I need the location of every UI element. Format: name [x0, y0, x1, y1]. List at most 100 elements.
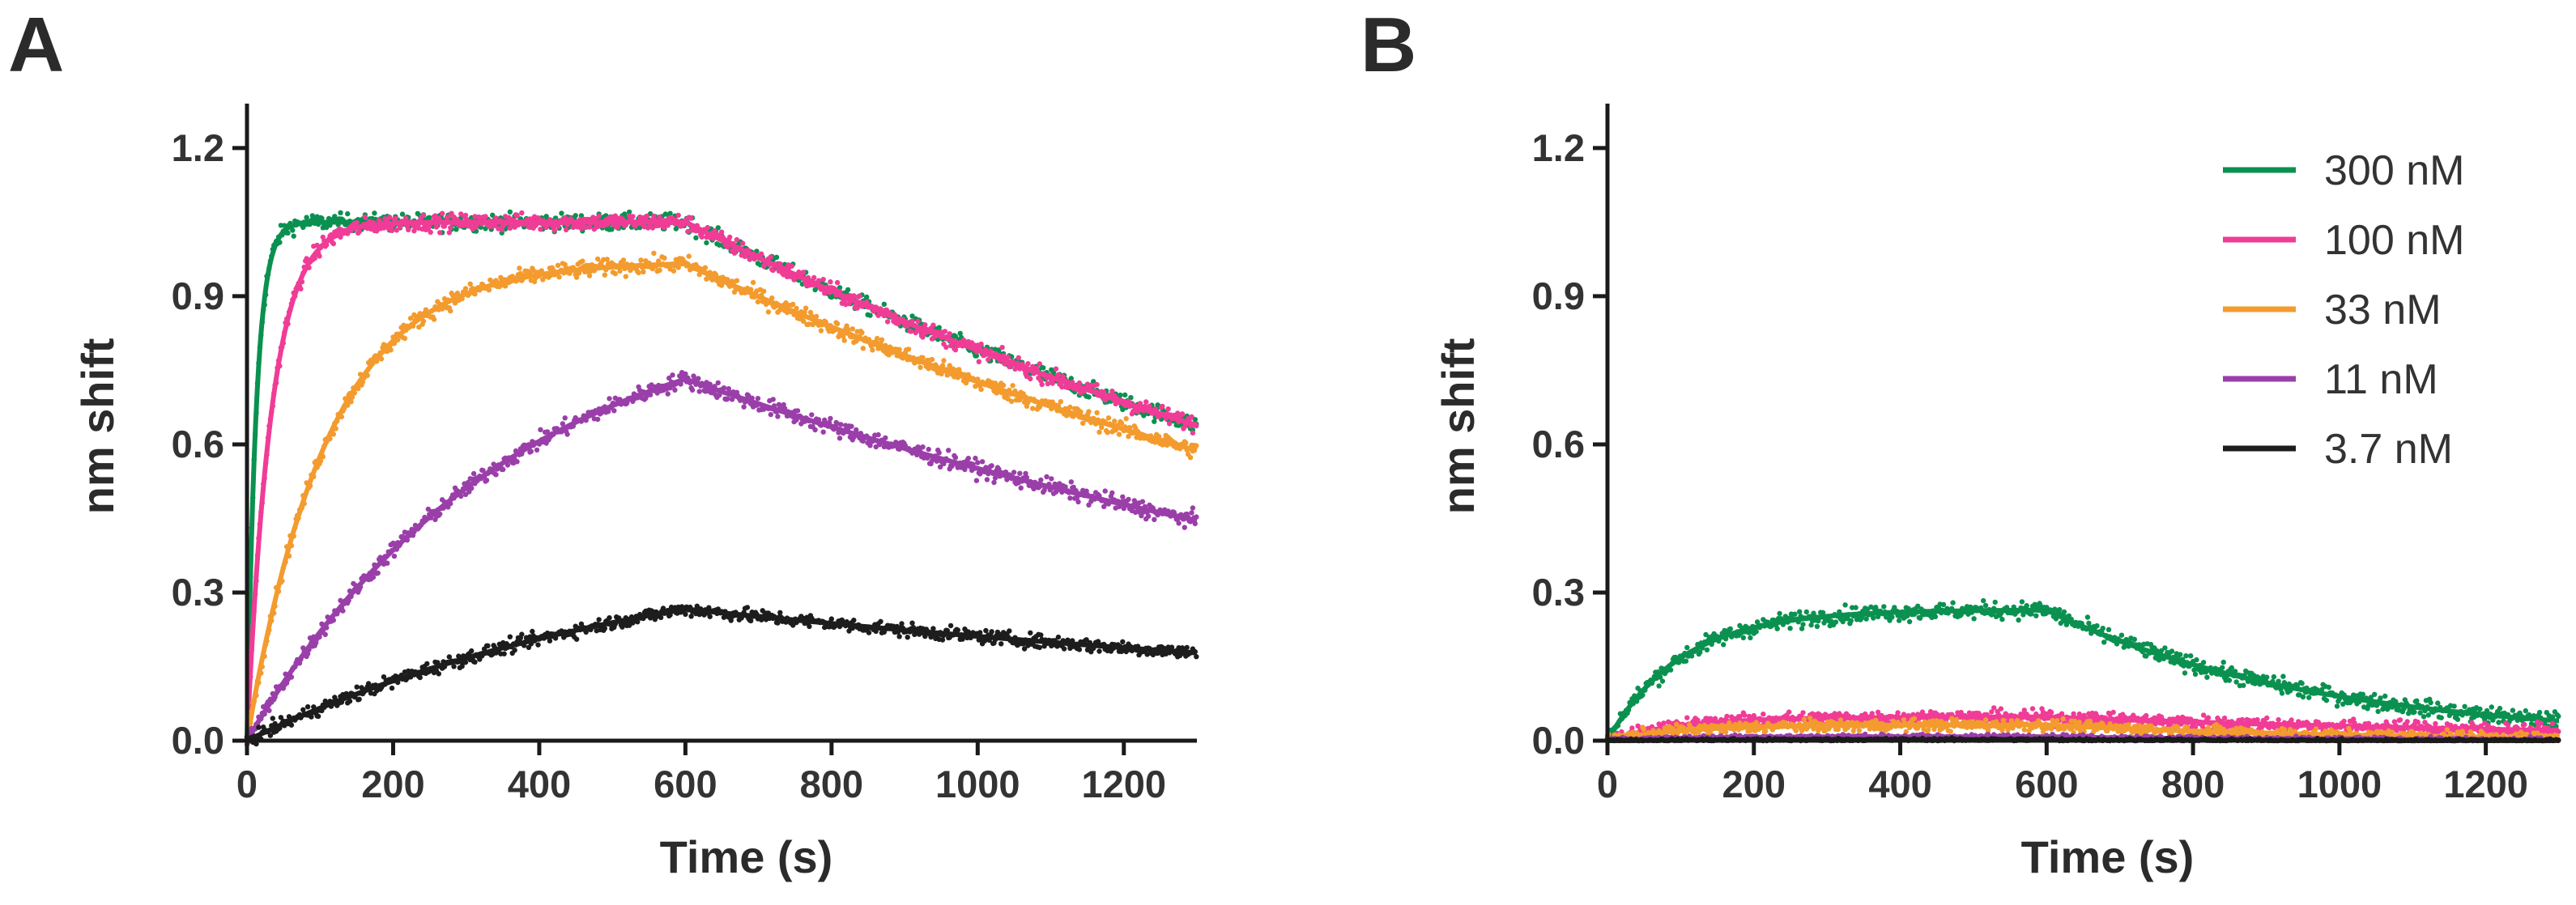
data-point	[2323, 698, 2330, 703]
y-tick-label: 0.6	[172, 423, 224, 465]
data-point	[918, 364, 923, 371]
data-point	[596, 213, 602, 219]
data-point	[1067, 404, 1073, 410]
data-point	[1683, 658, 1689, 664]
data-point	[727, 234, 733, 240]
data-point	[354, 219, 360, 226]
data-point	[667, 210, 673, 216]
data-point	[512, 648, 517, 653]
data-point	[612, 270, 618, 277]
data-point	[573, 636, 580, 642]
data-point	[2523, 707, 2528, 714]
data-point	[2280, 673, 2286, 679]
data-point	[1160, 403, 1165, 410]
data-point	[1165, 406, 1171, 412]
data-point	[683, 611, 688, 617]
data-point	[1096, 429, 1102, 435]
data-point	[909, 620, 915, 626]
data-point	[820, 277, 826, 283]
data-point	[472, 659, 478, 665]
data-point	[543, 214, 549, 219]
data-point	[2200, 660, 2207, 665]
data-point	[860, 346, 866, 351]
data-point	[375, 570, 381, 576]
data-point	[768, 254, 773, 260]
data-point	[437, 230, 443, 236]
data-point	[1190, 430, 1196, 436]
data-point	[670, 372, 675, 378]
data-point	[372, 210, 377, 216]
data-point	[322, 631, 328, 637]
data-point	[837, 436, 843, 441]
data-point	[2057, 606, 2063, 613]
data-point	[1053, 366, 1059, 372]
data-point	[630, 214, 636, 219]
data-point	[428, 229, 433, 236]
data-point	[1058, 399, 1064, 405]
data-point	[1102, 488, 1108, 494]
data-point	[943, 344, 949, 351]
data-point	[705, 224, 710, 231]
data-point	[920, 444, 926, 450]
data-point	[941, 358, 947, 363]
data-point	[436, 671, 441, 677]
data-point	[2220, 659, 2226, 665]
data-point	[775, 414, 781, 419]
fit-curve-33-nm	[245, 261, 1198, 741]
data-point	[657, 267, 662, 274]
data-point	[651, 250, 657, 256]
data-point	[596, 617, 602, 622]
data-point	[441, 223, 448, 229]
data-point	[1028, 376, 1033, 382]
y-tick-label: 0.9	[172, 274, 224, 317]
data-point	[979, 459, 986, 465]
data-point	[483, 214, 488, 219]
data-point	[1049, 476, 1054, 482]
data-point	[1120, 639, 1126, 644]
data-point	[770, 397, 776, 402]
data-point	[1697, 649, 1703, 656]
data-point	[755, 299, 761, 305]
data-point	[845, 287, 851, 293]
data-point	[1748, 635, 1753, 641]
data-point	[338, 210, 343, 215]
data-point	[1120, 494, 1126, 499]
data-point	[538, 427, 543, 432]
data-point	[535, 642, 541, 648]
data-point	[789, 263, 794, 269]
data-point	[1099, 424, 1105, 431]
data-point	[818, 328, 824, 334]
data-point	[999, 345, 1005, 351]
series-points-3_7-nm	[244, 603, 1199, 747]
data-point	[1889, 614, 1895, 620]
data-point	[445, 214, 451, 220]
data-point	[942, 329, 948, 334]
data-point	[573, 213, 578, 219]
data-point	[399, 211, 406, 217]
data-point	[881, 301, 888, 307]
data-point	[2162, 645, 2168, 651]
data-point	[2378, 695, 2383, 701]
data-point	[1684, 715, 1690, 720]
data-point	[768, 411, 773, 418]
x-tick-label: 800	[800, 763, 863, 805]
data-point	[1017, 470, 1023, 476]
data-point	[362, 214, 368, 220]
data-point	[755, 396, 761, 402]
data-point	[420, 212, 427, 219]
data-point	[1152, 419, 1157, 424]
data-point	[957, 330, 963, 337]
data-point	[562, 415, 568, 421]
data-point	[1007, 628, 1012, 634]
data-point	[1814, 623, 1820, 629]
series-group	[244, 209, 1199, 747]
data-point	[2188, 653, 2194, 659]
data-point	[1010, 383, 1015, 389]
data-point	[741, 404, 747, 410]
data-point	[2496, 720, 2501, 725]
data-point	[1727, 626, 1733, 631]
data-point	[1906, 618, 1913, 625]
data-point	[641, 269, 646, 274]
data-point	[693, 235, 699, 240]
